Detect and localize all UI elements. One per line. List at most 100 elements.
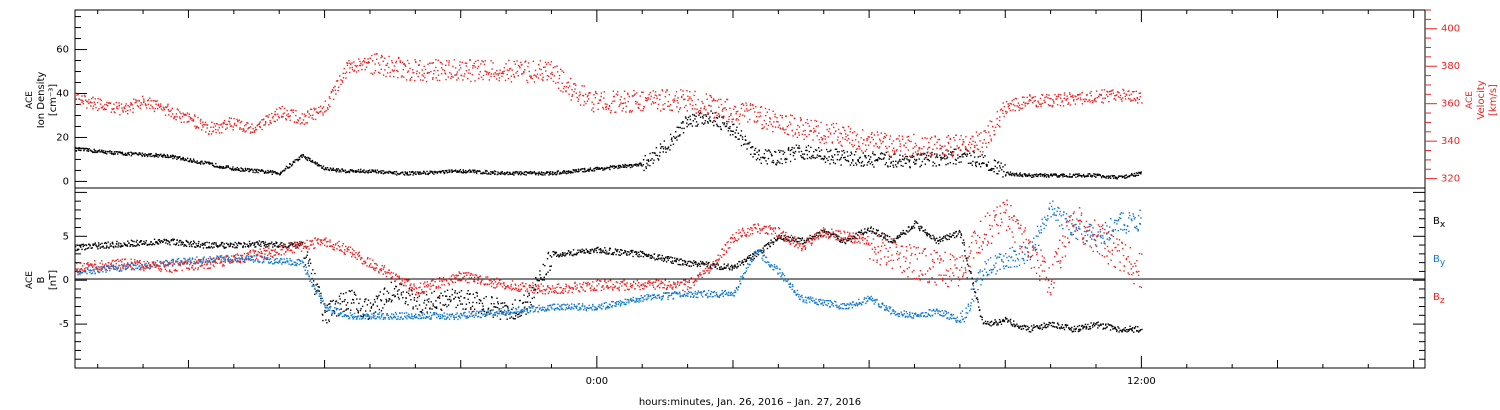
point-black (569, 170, 572, 173)
point-black (604, 168, 607, 170)
point-black (216, 165, 218, 168)
point-black (624, 166, 626, 168)
point-Bx (431, 292, 433, 294)
point-red (524, 61, 526, 63)
point-black (205, 161, 207, 163)
point-black (491, 172, 494, 174)
point-Bx (132, 245, 134, 248)
point-Bx (814, 235, 816, 238)
point-red (1095, 100, 1097, 103)
point-black (266, 172, 268, 174)
point-black (694, 118, 696, 120)
point-red (397, 76, 399, 79)
point-black (1009, 173, 1011, 175)
point-Bx (476, 292, 479, 294)
point-black (1073, 173, 1075, 176)
point-red (901, 138, 904, 140)
point-red (1054, 93, 1056, 96)
point-Bx (662, 260, 665, 263)
point-Bx (636, 252, 638, 255)
point-red (925, 156, 928, 159)
point-Bx (376, 305, 379, 307)
point-Bx (378, 294, 380, 297)
point-black (830, 149, 832, 151)
point-black (497, 171, 499, 173)
point-black (192, 160, 195, 162)
point-black (433, 173, 435, 175)
point-Bx (180, 244, 182, 246)
point-Bx (343, 310, 345, 312)
point-red (738, 115, 741, 118)
point-black (384, 172, 386, 174)
point-Bx (433, 290, 435, 293)
point-black (713, 124, 715, 127)
point-black (555, 173, 558, 176)
point-red (342, 77, 345, 79)
point-black (784, 158, 786, 161)
point-black (999, 167, 1002, 169)
point-black (840, 156, 843, 159)
point-black (440, 170, 443, 173)
point-red (1136, 96, 1138, 99)
point-red (927, 151, 929, 153)
point-black (346, 171, 348, 173)
point-red (265, 115, 267, 117)
point-red (968, 150, 970, 152)
point-Bx (585, 248, 587, 250)
point-Bx (188, 245, 191, 248)
point-red (1066, 95, 1068, 97)
point-black (476, 171, 478, 173)
point-red (658, 94, 660, 96)
point-Bx (604, 252, 606, 254)
point-black (851, 153, 853, 155)
point-black (1056, 175, 1058, 177)
point-red (824, 135, 827, 138)
point-black (398, 173, 400, 175)
point-red (122, 111, 124, 113)
point-red (808, 133, 810, 136)
point-Bx (628, 251, 630, 253)
point-black (314, 163, 317, 165)
point-red (1016, 105, 1018, 107)
point-black (905, 155, 907, 158)
point-Bx (489, 309, 492, 312)
point-black (782, 153, 785, 155)
point-Bx (482, 308, 485, 310)
point-black (1014, 173, 1016, 175)
point-black (916, 154, 918, 156)
point-black (1078, 173, 1080, 175)
point-red (409, 67, 411, 70)
point-black (257, 169, 260, 171)
point-black (525, 171, 528, 173)
point-red (966, 150, 969, 152)
point-black (1135, 172, 1138, 174)
point-black (430, 170, 433, 173)
point-Bx (630, 249, 633, 252)
point-black (124, 154, 127, 156)
point-black (973, 156, 976, 158)
point-Bx (862, 232, 864, 235)
point-black (171, 156, 173, 158)
point-black (789, 149, 792, 152)
point-Bx (588, 252, 591, 255)
point-black (374, 170, 377, 172)
point-red (269, 119, 271, 122)
point-red (378, 64, 381, 66)
point-black (462, 170, 465, 172)
point-Bx (202, 243, 205, 246)
point-red (917, 150, 919, 152)
point-Bx (712, 263, 714, 265)
point-Bx (306, 254, 308, 256)
point-Bx (672, 262, 674, 264)
point-black (169, 156, 172, 158)
point-Bx (579, 249, 581, 251)
point-red (603, 97, 605, 99)
point-red (208, 130, 211, 133)
point-Bx (749, 254, 752, 256)
point-black (414, 171, 417, 173)
point-red (330, 90, 333, 93)
point-red (385, 64, 387, 67)
point-Bx (589, 252, 592, 255)
point-Bx (951, 234, 954, 236)
point-black (387, 172, 390, 174)
